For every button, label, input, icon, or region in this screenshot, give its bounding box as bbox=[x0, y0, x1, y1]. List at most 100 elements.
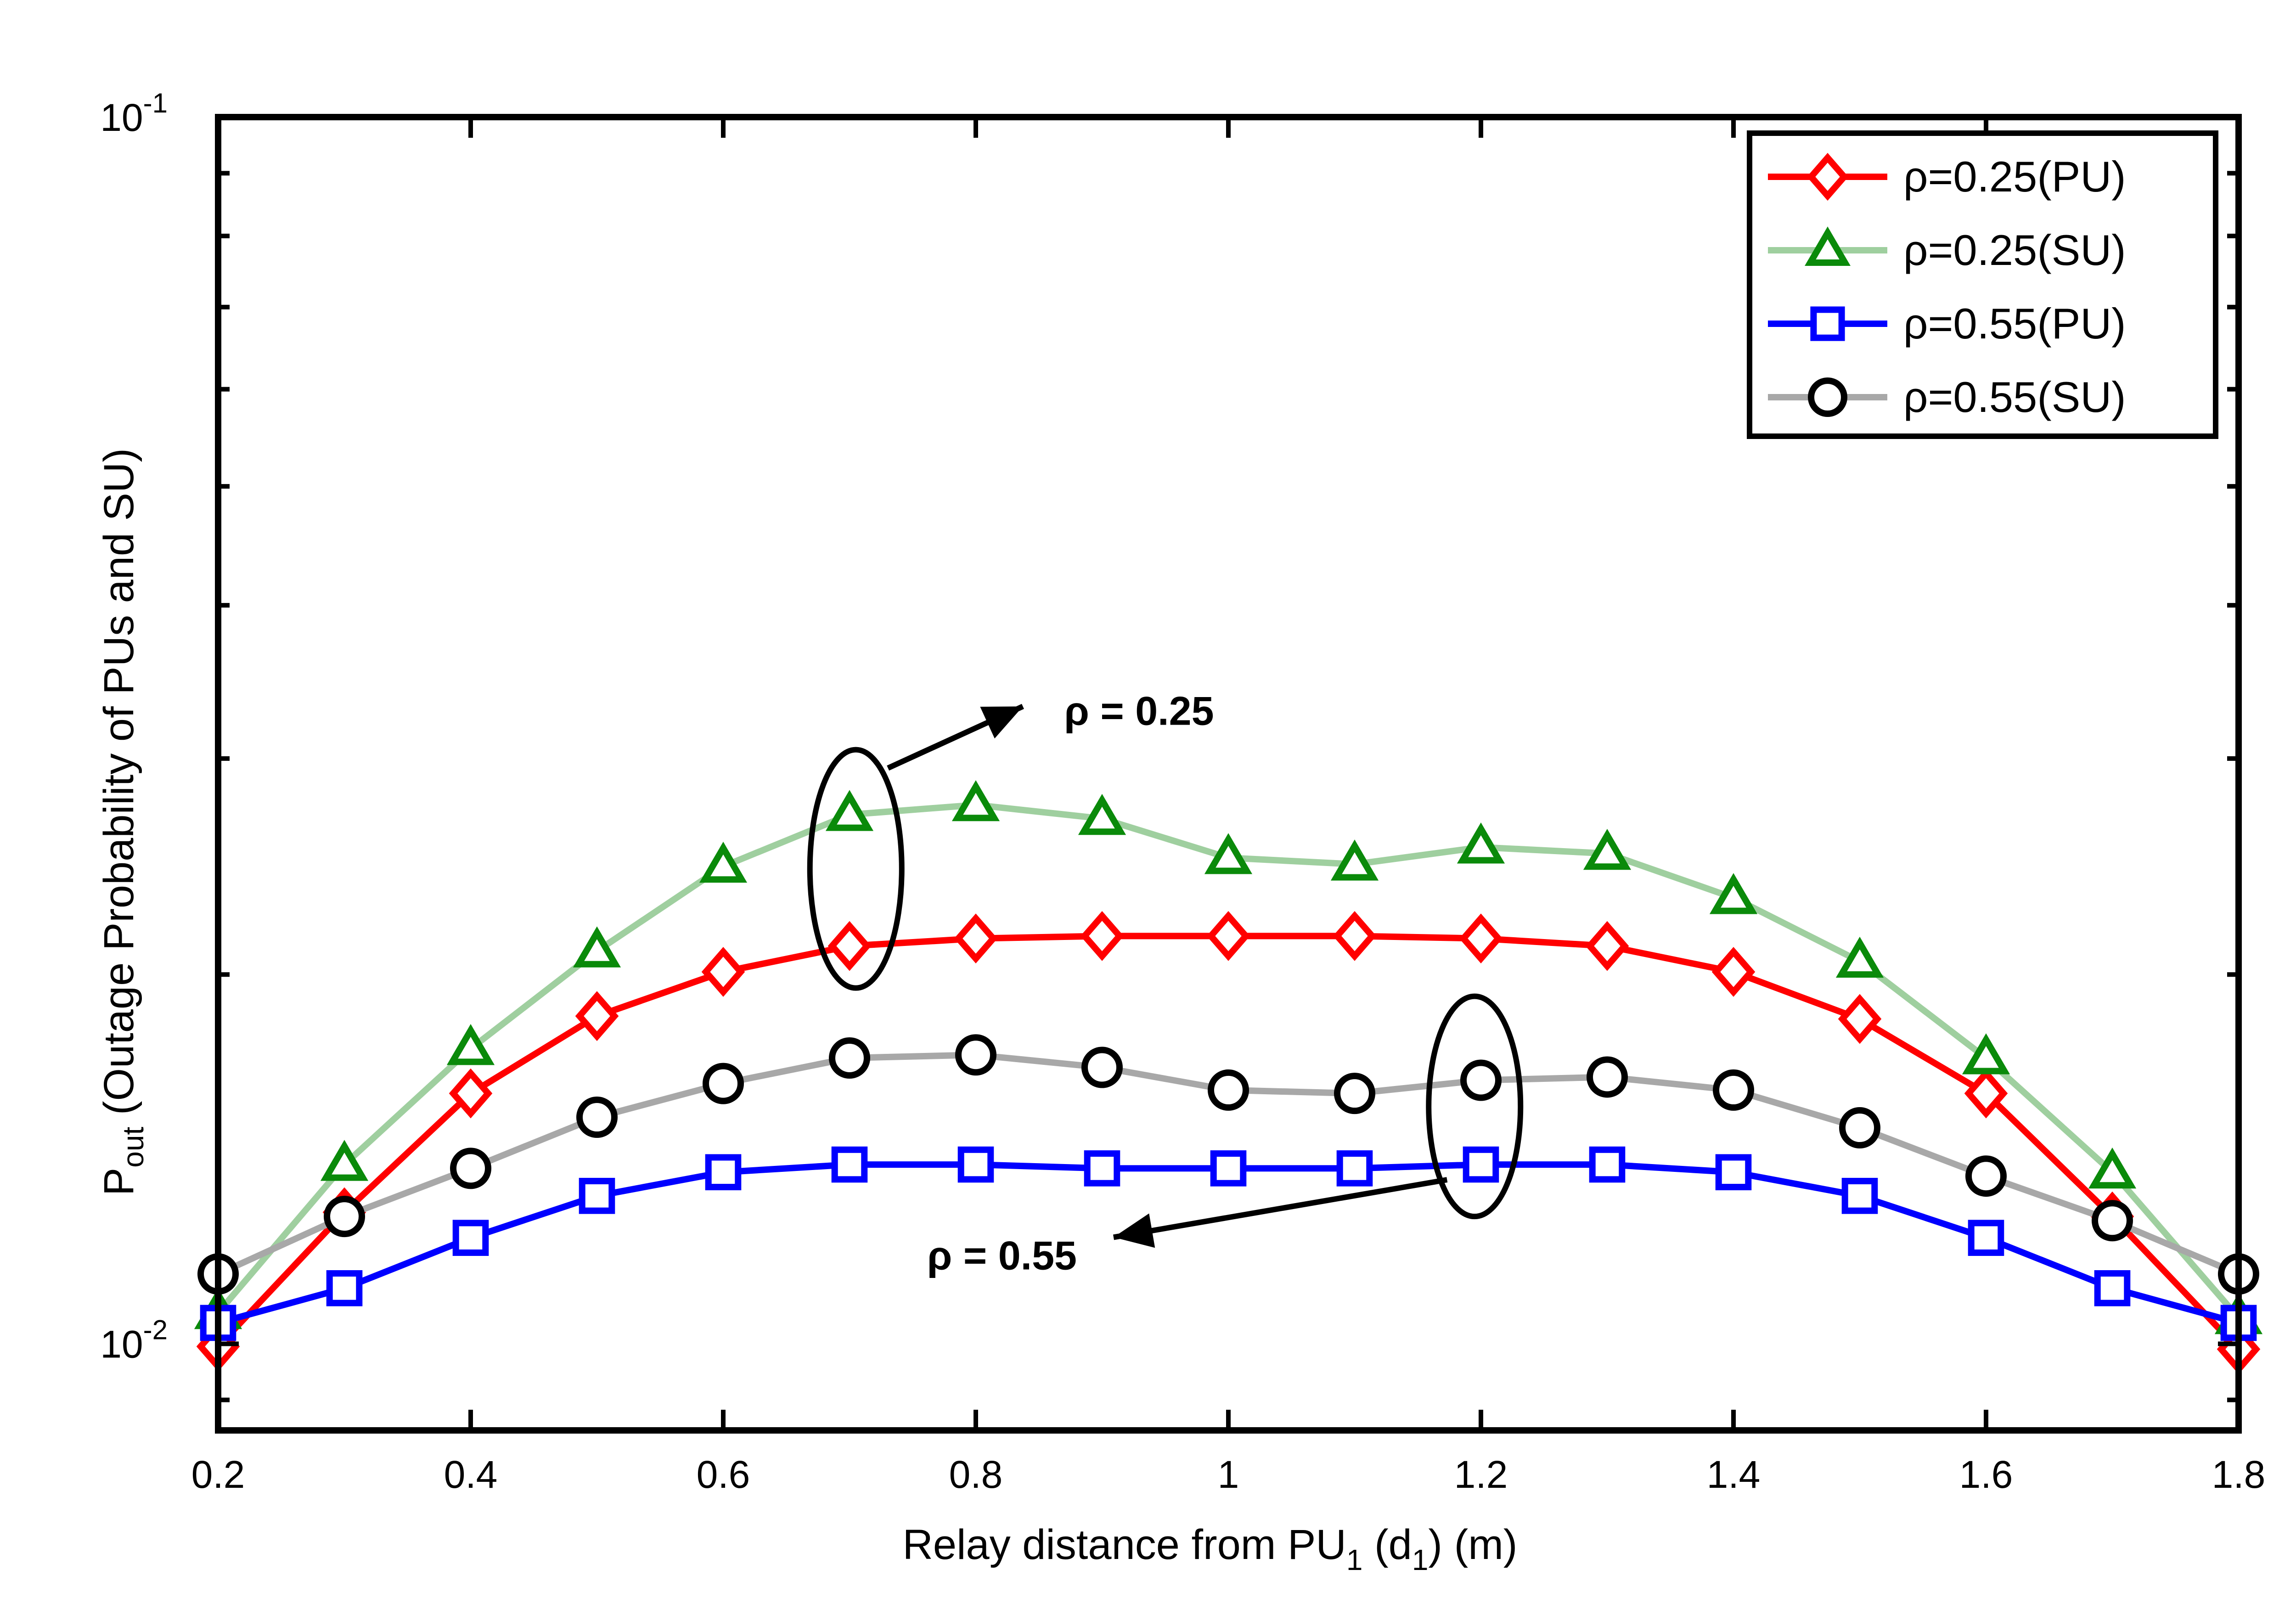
legend-label-1: ρ=0.25(PU) bbox=[1903, 152, 2126, 201]
data-point-s2-2 bbox=[320, 1140, 369, 1181]
data-point-s4-12 bbox=[1587, 1056, 1628, 1098]
x-axis-title: Relay distance from PU1 (d1) (m) bbox=[902, 1521, 1517, 1576]
data-point-s3-5 bbox=[705, 1154, 742, 1191]
y-tick-label-2: 10-2 bbox=[100, 1314, 168, 1366]
data-point-s2-8 bbox=[1078, 793, 1126, 835]
y-tick-label-base-1: 10 bbox=[100, 96, 143, 139]
axes-layer: 0.2 0.4 0.6 0.8 1 1.2 1.4 1.6 1.810-110-2 bbox=[100, 88, 2265, 1496]
legend-marker-1 bbox=[1806, 152, 1849, 201]
legend-marker-4 bbox=[1808, 377, 1847, 417]
data-point-s1-8 bbox=[1080, 911, 1124, 961]
data-point-s1-7 bbox=[954, 913, 998, 964]
x-axis-title-sub2: 1 bbox=[1412, 1543, 1429, 1576]
data-point-s2-7 bbox=[951, 780, 1000, 822]
data-point-s3-11 bbox=[1463, 1146, 1499, 1183]
data-point-s1-6 bbox=[827, 921, 872, 971]
data-point-s4-6 bbox=[829, 1037, 870, 1079]
x-tick-label-4: 0.8 bbox=[949, 1453, 1003, 1496]
annotation-layer: ρ = 0.25 ρ = 0.55 bbox=[807, 688, 1524, 1278]
data-point-s2-11 bbox=[1457, 822, 1505, 864]
y-axis-title-base: P bbox=[96, 1168, 142, 1196]
data-point-s2-14 bbox=[1835, 936, 1884, 978]
data-point-s4-10 bbox=[1334, 1073, 1375, 1114]
annotation-arrow-line-2 bbox=[1113, 1177, 1448, 1240]
x-axis-title-pre: Relay distance from PU bbox=[902, 1521, 1346, 1568]
data-point-s3-15 bbox=[1968, 1220, 2004, 1256]
data-point-s1-9 bbox=[1206, 911, 1250, 961]
legend-label-2: ρ=0.25(SU) bbox=[1903, 226, 2126, 274]
x-axis-title-mid: (d bbox=[1362, 1521, 1412, 1568]
data-point-s4-3 bbox=[450, 1148, 491, 1189]
data-point-s1-3 bbox=[449, 1068, 493, 1119]
legend-marker-2 bbox=[1805, 226, 1851, 266]
data-point-s1-14 bbox=[1838, 994, 1882, 1044]
data-point-s3-8 bbox=[1084, 1150, 1120, 1187]
data-point-s4-16 bbox=[2092, 1200, 2133, 1242]
data-point-s3-7 bbox=[957, 1146, 994, 1183]
x-axis-title-post: ) (m) bbox=[1428, 1521, 1517, 1568]
data-point-s1-5 bbox=[701, 947, 745, 997]
x-tick-label-9: 1.8 bbox=[2212, 1453, 2266, 1496]
x-axis-title-sub1: 1 bbox=[1346, 1543, 1363, 1576]
legend-label-3: ρ=0.55(PU) bbox=[1903, 299, 2126, 348]
data-point-s3-16 bbox=[2094, 1270, 2131, 1306]
data-point-s2-6 bbox=[825, 790, 874, 831]
annotation-ellipse-2 bbox=[1426, 993, 1524, 1220]
data-point-s4-7 bbox=[955, 1034, 996, 1076]
data-point-s1-15 bbox=[1964, 1068, 2008, 1119]
legend-marker-3 bbox=[1810, 306, 1845, 341]
series-4 bbox=[197, 1034, 2259, 1295]
annotation-arrow-head-2 bbox=[1114, 1213, 1155, 1248]
data-point-s2-12 bbox=[1583, 828, 1632, 870]
data-point-s1-12 bbox=[1585, 921, 1629, 971]
data-point-s2-3 bbox=[446, 1024, 495, 1065]
x-tick-label-3: 0.6 bbox=[697, 1453, 750, 1496]
data-point-s3-14 bbox=[1841, 1178, 1878, 1214]
data-point-s1-10 bbox=[1333, 911, 1377, 961]
x-tick-label-1: 0.2 bbox=[191, 1453, 245, 1496]
x-tick-label-6: 1.2 bbox=[1454, 1453, 1508, 1496]
data-point-s3-13 bbox=[1715, 1154, 1752, 1191]
data-point-s1-13 bbox=[1711, 947, 1756, 997]
x-tick-label-5: 1 bbox=[1218, 1453, 1239, 1496]
data-point-s2-10 bbox=[1330, 839, 1379, 881]
data-point-s3-2 bbox=[326, 1270, 363, 1306]
data-point-s3-6 bbox=[831, 1146, 868, 1183]
y-tick-label-exp-1: -1 bbox=[143, 88, 168, 118]
annotation-2: ρ = 0.55 bbox=[927, 993, 1524, 1278]
data-point-s4-9 bbox=[1208, 1069, 1249, 1111]
data-point-s4-2 bbox=[324, 1196, 365, 1238]
data-point-s3-12 bbox=[1589, 1146, 1626, 1183]
annotation-ellipse-1 bbox=[807, 747, 905, 991]
legend: ρ=0.25(PU) ρ=0.25(SU) ρ=0.55(PU) ρ=0.55(SU) bbox=[1747, 130, 2218, 439]
y-tick-label-exp-2: -2 bbox=[143, 1314, 168, 1345]
annotation-label-2: ρ = 0.55 bbox=[927, 1232, 1077, 1278]
data-point-s3-10 bbox=[1336, 1150, 1373, 1187]
data-point-s3-3 bbox=[452, 1220, 489, 1256]
data-point-s4-11 bbox=[1460, 1059, 1502, 1101]
y-tick-label-base-2: 10 bbox=[100, 1322, 143, 1366]
data-point-s4-13 bbox=[1713, 1069, 1754, 1111]
x-tick-label-7: 1.4 bbox=[1707, 1453, 1761, 1496]
y-axis-title: Pout (Outage Probability of PUs and SU) bbox=[96, 448, 150, 1196]
y-tick-label-1: 10-1 bbox=[100, 88, 168, 139]
data-point-s2-5 bbox=[699, 842, 748, 883]
data-point-s2-9 bbox=[1204, 833, 1253, 874]
x-tick-label-2: 0.4 bbox=[444, 1453, 498, 1496]
x-tick-label-8: 1.6 bbox=[1959, 1453, 2013, 1496]
legend-label-4: ρ=0.55(SU) bbox=[1903, 373, 2126, 421]
data-point-s2-16 bbox=[2088, 1147, 2137, 1189]
annotation-label-1: ρ = 0.25 bbox=[1064, 688, 1214, 733]
annotation-1: ρ = 0.25 bbox=[807, 688, 1214, 991]
y-axis-title-subscript: out bbox=[117, 1127, 150, 1168]
data-point-s3-9 bbox=[1210, 1150, 1247, 1187]
data-point-s4-8 bbox=[1081, 1047, 1123, 1088]
data-point-s1-11 bbox=[1459, 913, 1503, 964]
data-point-s4-5 bbox=[703, 1063, 744, 1104]
data-point-s4-15 bbox=[1965, 1155, 2007, 1197]
data-point-s3-4 bbox=[579, 1178, 615, 1214]
data-point-s2-4 bbox=[573, 926, 621, 968]
data-point-s1-4 bbox=[575, 991, 619, 1041]
y-axis-title-rest: (Outage Probability of PUs and SU) bbox=[96, 448, 142, 1127]
